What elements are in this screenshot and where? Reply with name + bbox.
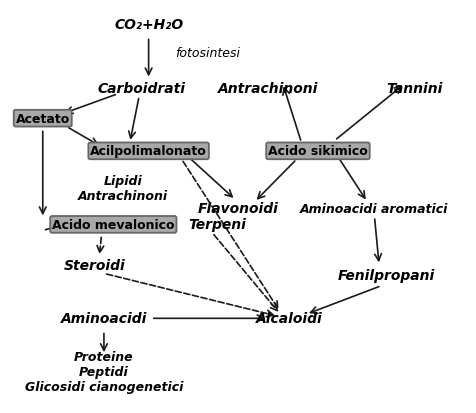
Text: Aminoacidi aromatici: Aminoacidi aromatici	[300, 202, 448, 215]
Text: Carboidrati: Carboidrati	[98, 81, 186, 95]
Text: Acetato: Acetato	[16, 112, 70, 126]
Text: Acilpolimalonato: Acilpolimalonato	[90, 145, 207, 158]
Text: fotosintesi: fotosintesi	[175, 47, 240, 60]
Text: Steroidi: Steroidi	[64, 259, 125, 273]
Text: CO₂+H₂O: CO₂+H₂O	[114, 18, 183, 32]
Text: Acido mevalonico: Acido mevalonico	[52, 218, 175, 231]
Text: Aminoacidi: Aminoacidi	[61, 311, 147, 325]
Text: Fenilpropani: Fenilpropani	[337, 269, 435, 283]
Text: Proteine
Peptidi
Glicosidi cianogenetici: Proteine Peptidi Glicosidi cianogenetici	[25, 350, 183, 393]
Text: Acido sikimico: Acido sikimico	[268, 145, 368, 158]
Text: Antrachinoni: Antrachinoni	[218, 81, 319, 95]
Text: Alcaloidi: Alcaloidi	[257, 311, 323, 325]
Text: Flavonoidi: Flavonoidi	[198, 202, 278, 216]
Text: Tannini: Tannini	[386, 81, 443, 95]
Text: Terpeni: Terpeni	[188, 218, 246, 232]
Text: Lipidi
Antrachinoni: Lipidi Antrachinoni	[78, 174, 168, 202]
